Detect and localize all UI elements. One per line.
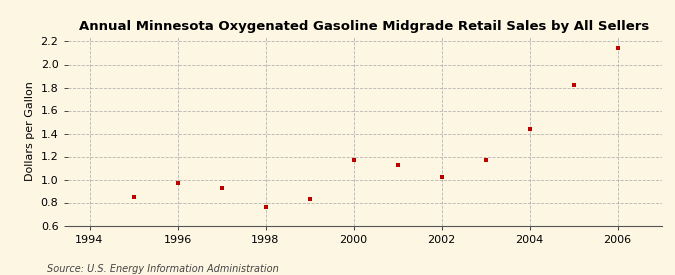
Point <box>524 127 535 131</box>
Title: Annual Minnesota Oxygenated Gasoline Midgrade Retail Sales by All Sellers: Annual Minnesota Oxygenated Gasoline Mid… <box>80 20 649 33</box>
Point <box>612 46 623 51</box>
Point <box>568 83 579 87</box>
Point <box>392 162 403 167</box>
Point <box>128 194 139 199</box>
Y-axis label: Dollars per Gallon: Dollars per Gallon <box>25 81 35 181</box>
Point <box>304 197 315 201</box>
Text: Source: U.S. Energy Information Administration: Source: U.S. Energy Information Administ… <box>47 264 279 274</box>
Point <box>480 158 491 162</box>
Point <box>216 185 227 190</box>
Point <box>436 175 447 179</box>
Point <box>348 158 359 162</box>
Point <box>260 205 271 209</box>
Point <box>172 181 183 185</box>
